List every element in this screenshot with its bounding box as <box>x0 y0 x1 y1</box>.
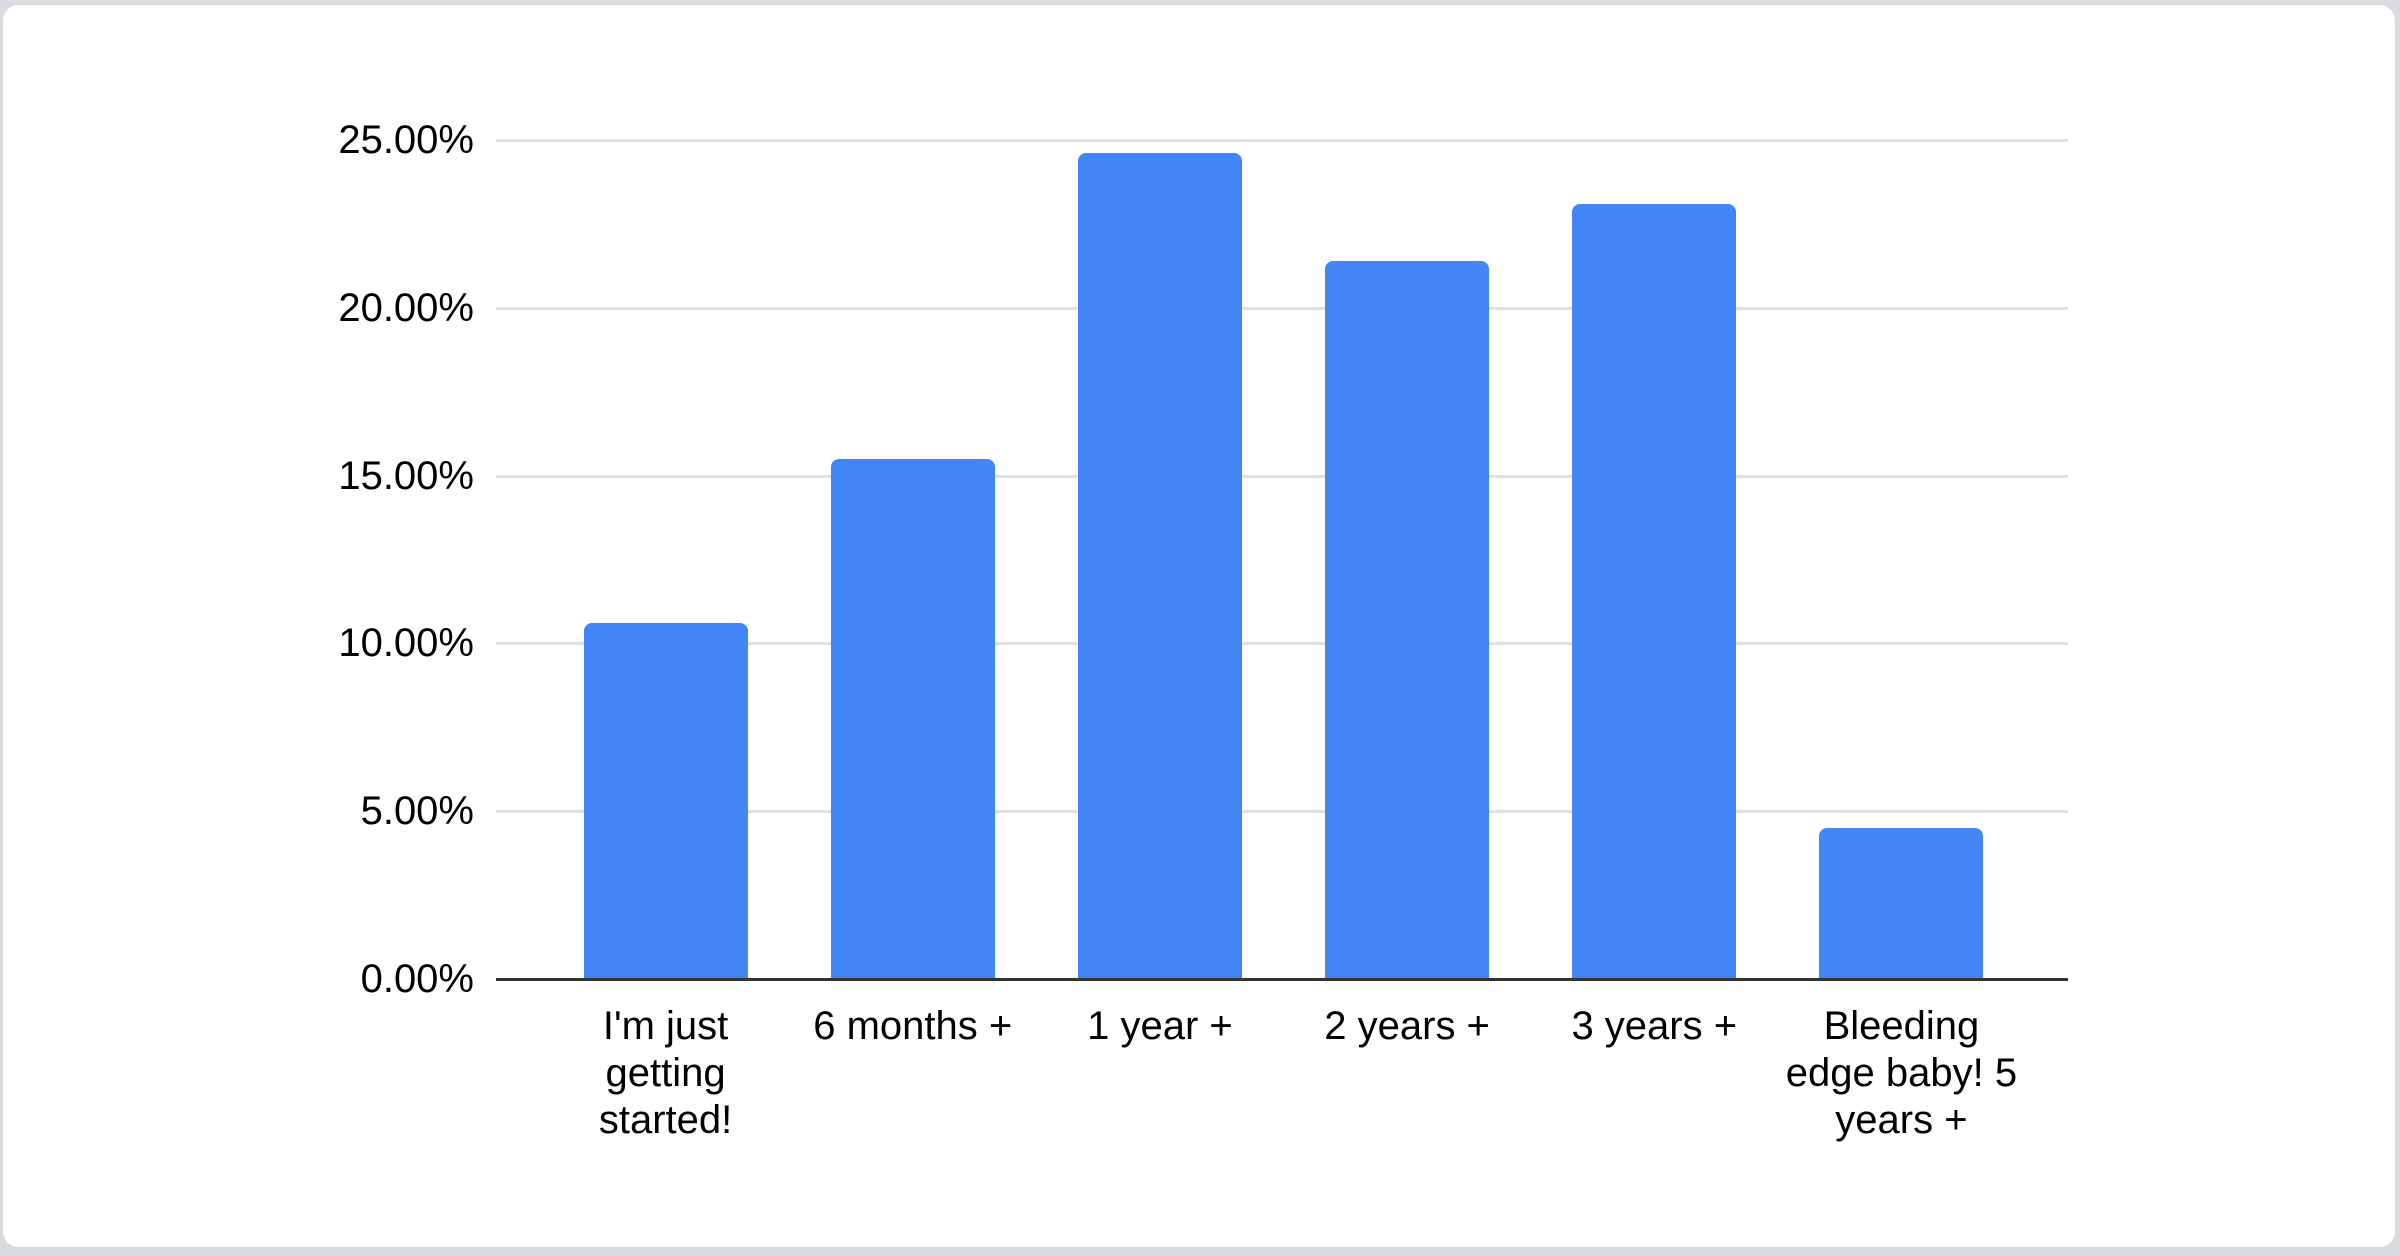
chart-bar[interactable] <box>830 458 995 979</box>
plot-area <box>496 139 2068 979</box>
y-tick-label: 5.00% <box>360 789 474 834</box>
y-tick-label: 25.00% <box>338 118 474 162</box>
gridline <box>496 810 2068 814</box>
bar-slot <box>542 140 789 979</box>
y-axis: 0.00% 5.00% 10.00% 15.00% 20.00% 25.00% <box>3 5 474 1247</box>
y-tick-label: 20.00% <box>338 285 474 330</box>
y-tick-label: 15.00% <box>338 453 474 498</box>
x-category-label: I'm just getting started! <box>598 1004 733 1142</box>
bar-slot <box>1284 140 1531 979</box>
bar-slot <box>789 140 1036 979</box>
x-category-label: 3 years + <box>1571 1004 1738 1048</box>
bar-slot <box>1531 140 1778 979</box>
chart-card: 0.00% 5.00% 10.00% 15.00% 20.00% 25.00% I'm j… <box>2 4 2396 1248</box>
gridline <box>496 139 2068 142</box>
chart-bar[interactable] <box>1077 153 1242 979</box>
x-category-label: 2 years + <box>1324 1004 1490 1048</box>
bar-slot <box>1036 140 1283 979</box>
chart-bar[interactable] <box>1819 827 1984 979</box>
bar-slot <box>1778 140 2025 979</box>
x-axis: I'm just getting started! 6 months + 1 yea… <box>542 1003 2025 1144</box>
chart-bar[interactable] <box>1325 260 1490 979</box>
y-tick-label: 0.00% <box>360 957 474 1001</box>
gridline <box>496 642 2068 646</box>
gridline <box>496 474 2068 478</box>
bars-container <box>542 140 2025 979</box>
y-tick-label: 10.00% <box>338 621 474 666</box>
x-category-label: 1 year + <box>1087 1004 1233 1048</box>
x-axis-baseline <box>496 978 2068 981</box>
chart-bar[interactable] <box>1572 203 1737 979</box>
x-category-label: 6 months + <box>813 1004 1013 1048</box>
chart-bar[interactable] <box>583 623 748 979</box>
x-category-label: Bleeding edge baby! 5 years + <box>1785 1004 2018 1142</box>
gridline <box>496 306 2068 310</box>
